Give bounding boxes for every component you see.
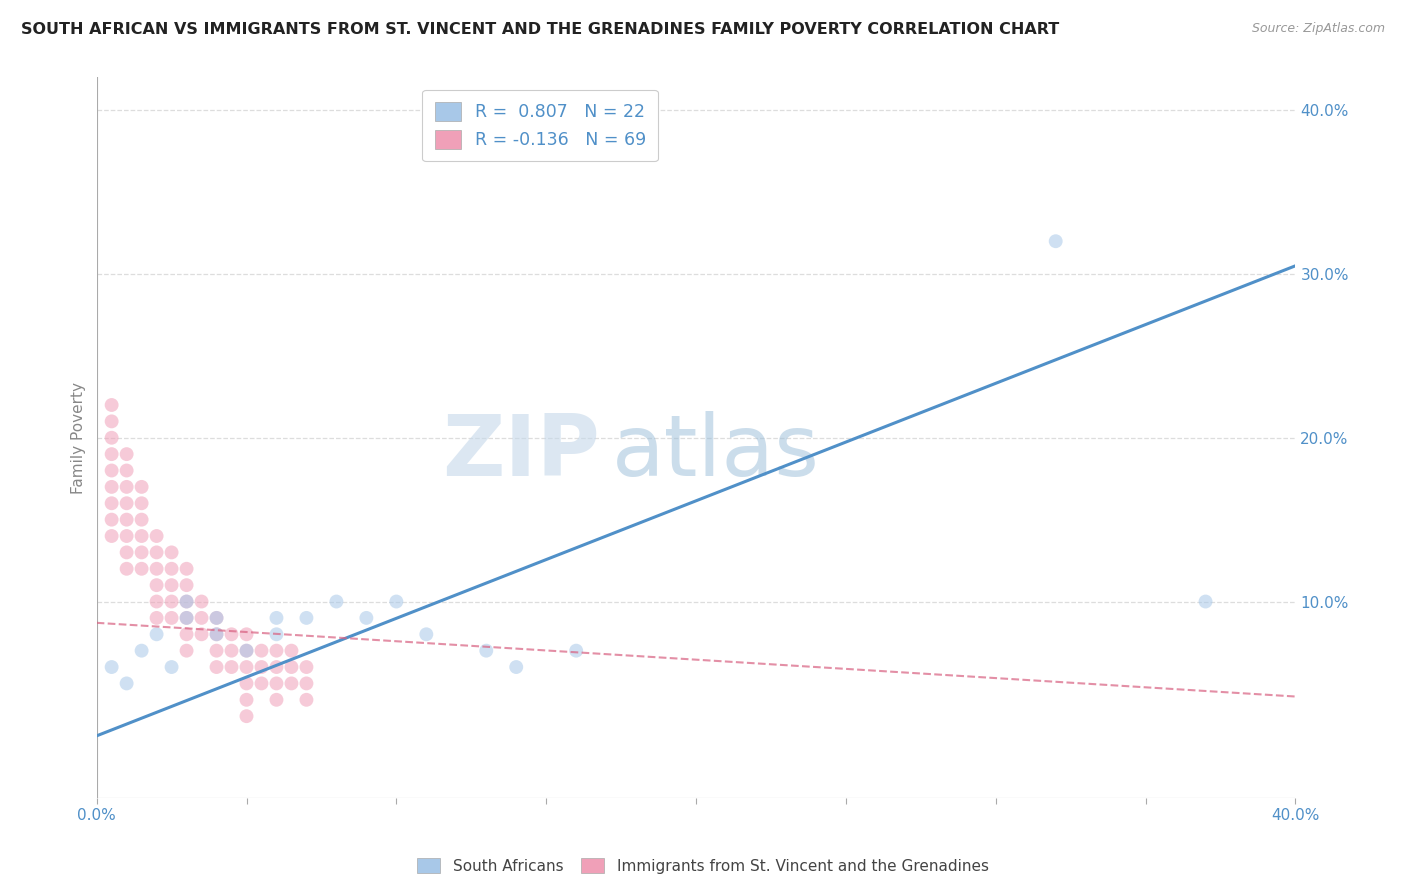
Point xyxy=(160,578,183,592)
Point xyxy=(160,562,183,576)
Point xyxy=(221,643,243,657)
Point xyxy=(145,627,167,641)
Point xyxy=(295,660,318,674)
Point xyxy=(115,529,138,543)
Point xyxy=(235,627,257,641)
Point xyxy=(266,643,288,657)
Point xyxy=(190,627,212,641)
Text: atlas: atlas xyxy=(612,410,820,493)
Point xyxy=(115,562,138,576)
Point xyxy=(221,627,243,641)
Point xyxy=(176,611,198,625)
Point xyxy=(176,594,198,608)
Point xyxy=(115,513,138,527)
Point xyxy=(266,627,288,641)
Point xyxy=(505,660,527,674)
Point xyxy=(190,611,212,625)
Point xyxy=(250,660,273,674)
Point xyxy=(100,463,122,477)
Point xyxy=(221,660,243,674)
Point xyxy=(235,693,257,707)
Point xyxy=(176,562,198,576)
Point xyxy=(190,594,212,608)
Point xyxy=(235,643,257,657)
Point xyxy=(145,545,167,559)
Point xyxy=(160,594,183,608)
Point xyxy=(131,480,153,494)
Point xyxy=(115,676,138,690)
Point xyxy=(176,643,198,657)
Point xyxy=(131,562,153,576)
Point xyxy=(160,611,183,625)
Point xyxy=(100,414,122,428)
Point xyxy=(565,643,588,657)
Point xyxy=(100,660,122,674)
Point xyxy=(280,660,302,674)
Point xyxy=(145,562,167,576)
Text: SOUTH AFRICAN VS IMMIGRANTS FROM ST. VINCENT AND THE GRENADINES FAMILY POVERTY C: SOUTH AFRICAN VS IMMIGRANTS FROM ST. VIN… xyxy=(21,22,1059,37)
Text: ZIP: ZIP xyxy=(443,410,600,493)
Point xyxy=(235,676,257,690)
Point xyxy=(131,529,153,543)
Legend: South Africans, Immigrants from St. Vincent and the Grenadines: South Africans, Immigrants from St. Vinc… xyxy=(412,852,994,880)
Point xyxy=(205,660,228,674)
Point xyxy=(115,463,138,477)
Point xyxy=(266,676,288,690)
Point xyxy=(176,594,198,608)
Point xyxy=(266,693,288,707)
Point xyxy=(100,529,122,543)
Point xyxy=(1194,594,1216,608)
Point xyxy=(356,611,378,625)
Point xyxy=(145,611,167,625)
Point xyxy=(295,611,318,625)
Point xyxy=(176,578,198,592)
Text: Source: ZipAtlas.com: Source: ZipAtlas.com xyxy=(1251,22,1385,36)
Point xyxy=(235,709,257,723)
Point xyxy=(266,660,288,674)
Point xyxy=(131,496,153,510)
Point xyxy=(280,643,302,657)
Point xyxy=(145,594,167,608)
Point xyxy=(131,643,153,657)
Point xyxy=(100,398,122,412)
Point xyxy=(205,627,228,641)
Point xyxy=(100,480,122,494)
Point xyxy=(100,431,122,445)
Point xyxy=(176,611,198,625)
Point xyxy=(266,611,288,625)
Point xyxy=(280,676,302,690)
Point xyxy=(205,611,228,625)
Point xyxy=(250,676,273,690)
Point xyxy=(176,627,198,641)
Point xyxy=(205,611,228,625)
Point xyxy=(131,545,153,559)
Point xyxy=(145,578,167,592)
Point xyxy=(1045,234,1067,248)
Legend: R =  0.807   N = 22, R = -0.136   N = 69: R = 0.807 N = 22, R = -0.136 N = 69 xyxy=(422,90,658,161)
Point xyxy=(100,447,122,461)
Point xyxy=(250,643,273,657)
Point xyxy=(115,480,138,494)
Point xyxy=(115,447,138,461)
Point xyxy=(131,513,153,527)
Point xyxy=(415,627,437,641)
Point xyxy=(475,643,498,657)
Point xyxy=(205,627,228,641)
Point xyxy=(160,545,183,559)
Y-axis label: Family Poverty: Family Poverty xyxy=(72,382,86,494)
Point xyxy=(295,676,318,690)
Point xyxy=(115,545,138,559)
Point xyxy=(115,496,138,510)
Point xyxy=(160,660,183,674)
Point xyxy=(295,693,318,707)
Point xyxy=(325,594,347,608)
Point xyxy=(235,660,257,674)
Point xyxy=(145,529,167,543)
Point xyxy=(235,643,257,657)
Point xyxy=(385,594,408,608)
Point xyxy=(100,513,122,527)
Point xyxy=(100,496,122,510)
Point xyxy=(205,643,228,657)
